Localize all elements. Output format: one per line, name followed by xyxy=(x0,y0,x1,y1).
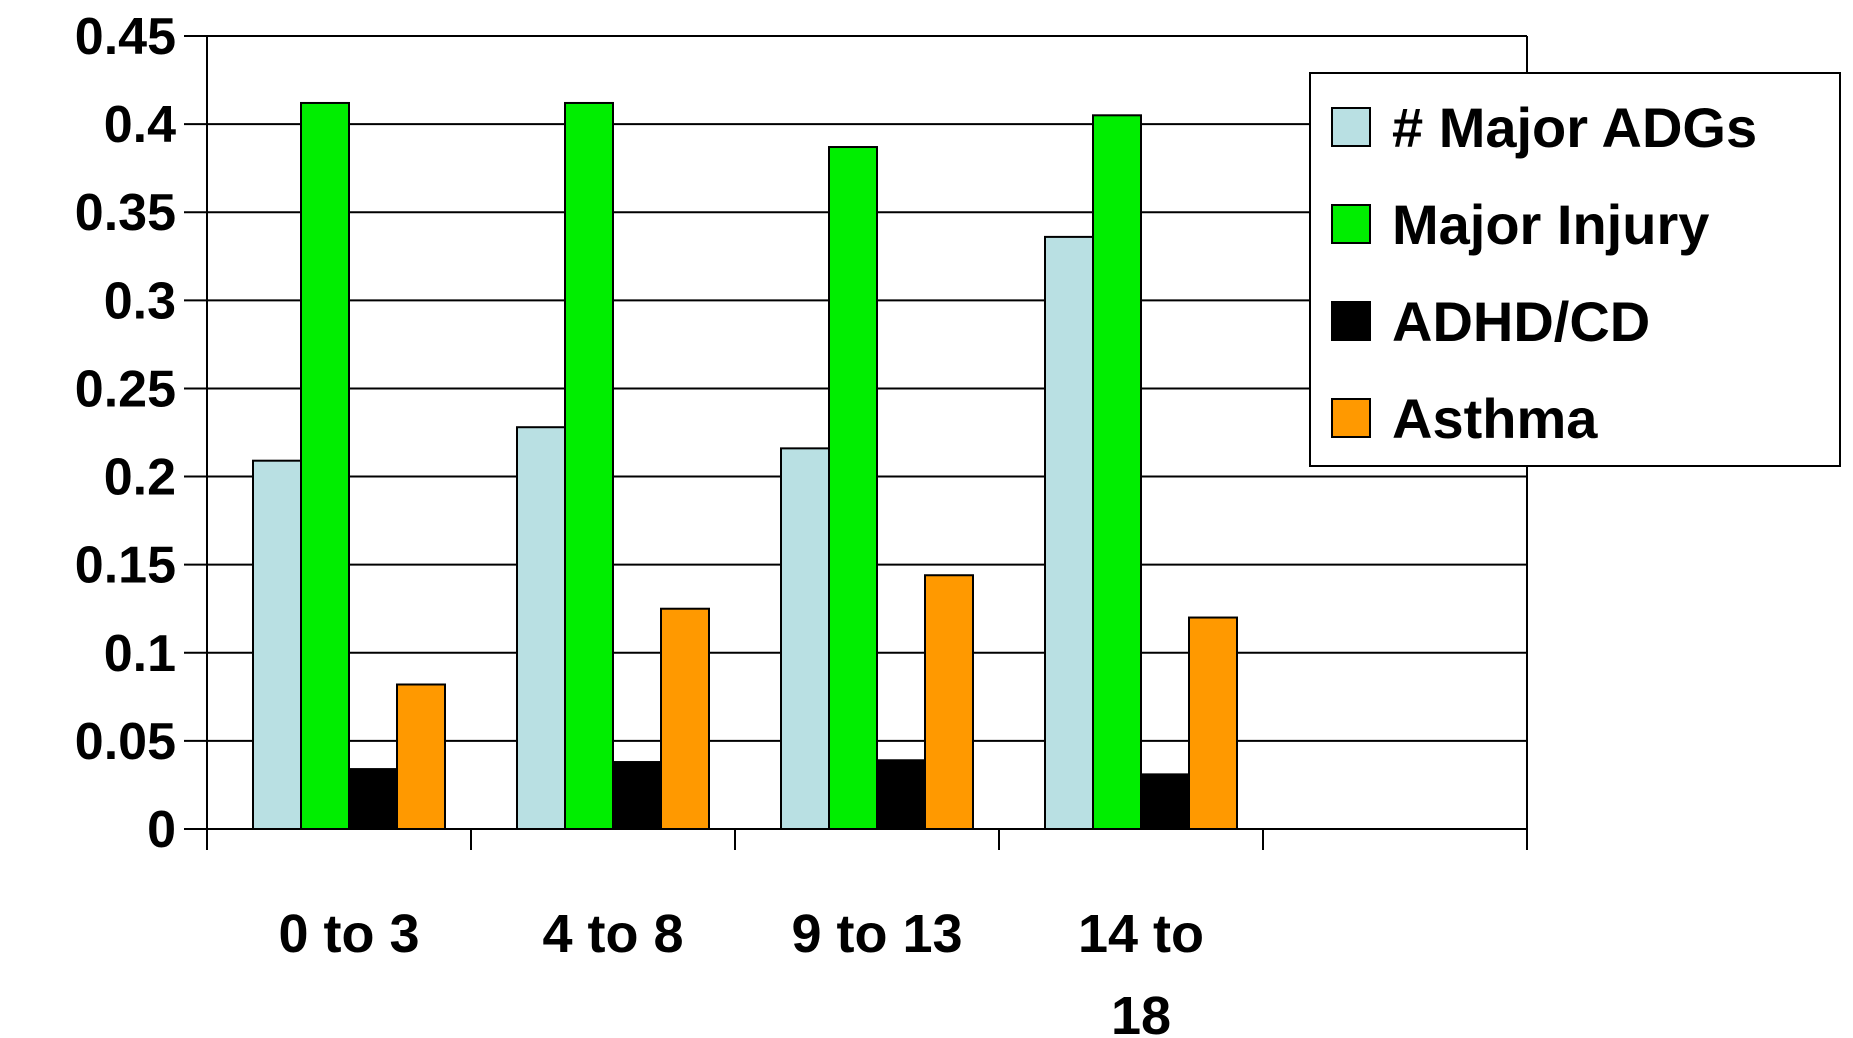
y-tick-label: 0 xyxy=(147,801,176,859)
y-tick-label: 0.25 xyxy=(75,360,176,418)
bar-asthma-1 xyxy=(660,607,710,830)
legend-label: ADHD/CD xyxy=(1392,290,1650,353)
y-tick-label: 0.05 xyxy=(75,713,176,771)
y-tick-label: 0.1 xyxy=(104,625,176,683)
x-category-label: 4 to 8 xyxy=(542,904,683,964)
legend: # Major ADGs Major Injury ADHD/CD Asthma xyxy=(1309,72,1841,467)
bar-major-adgs-1 xyxy=(516,426,566,830)
bar-asthma-3 xyxy=(1188,616,1238,830)
bar-asthma-2 xyxy=(924,574,974,830)
legend-swatch xyxy=(1331,204,1371,244)
y-tick-label: 0.35 xyxy=(75,184,176,242)
bar-major-adgs-3 xyxy=(1044,235,1094,831)
legend-label: Major Injury xyxy=(1392,193,1709,256)
legend-box xyxy=(1309,72,1841,467)
y-tick-label: 0.15 xyxy=(75,537,176,595)
legend-swatch xyxy=(1331,301,1371,341)
y-tick-label: 0.45 xyxy=(75,8,176,66)
x-category-label: 0 to 3 xyxy=(278,904,419,964)
bar-major-adgs-2 xyxy=(780,447,830,830)
x-category-label: 18 xyxy=(1111,986,1171,1038)
legend-label: Asthma xyxy=(1392,387,1598,450)
y-tick-label: 0.2 xyxy=(104,449,176,507)
x-category-labels: 0 to 3 4 to 8 9 to 13 14 to 18 xyxy=(278,904,1204,1038)
bar-major-adgs-0 xyxy=(252,459,302,830)
bar-adhd-cd-3 xyxy=(1140,773,1190,830)
bar-major-injury-0 xyxy=(300,101,350,831)
legend-swatch xyxy=(1331,107,1371,147)
bar-major-injury-2 xyxy=(828,146,878,830)
legend-label: # Major ADGs xyxy=(1392,96,1757,159)
bar-adhd-cd-2 xyxy=(876,759,926,830)
x-category-label: 9 to 13 xyxy=(791,904,962,964)
bar-adhd-cd-0 xyxy=(348,768,398,831)
y-tick-label: 0.4 xyxy=(104,96,176,154)
legend-swatch xyxy=(1331,398,1371,438)
bar-major-injury-3 xyxy=(1092,114,1142,831)
y-tick-labels: 0 0.05 0.1 0.15 0.2 0.25 0.3 0.35 0.4 0.45 xyxy=(75,8,176,859)
bar-adhd-cd-1 xyxy=(612,761,662,831)
x-category-label: 14 to xyxy=(1078,904,1204,964)
bar-asthma-0 xyxy=(396,683,446,831)
bar-major-injury-1 xyxy=(564,101,614,831)
bars xyxy=(252,101,1238,831)
y-tick-label: 0.3 xyxy=(104,272,176,330)
